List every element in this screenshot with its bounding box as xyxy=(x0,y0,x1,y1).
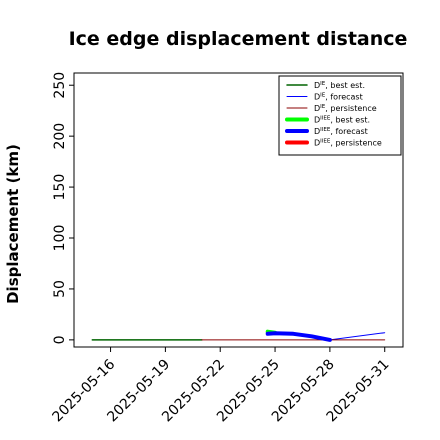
y-tick-label: 250 xyxy=(52,72,68,99)
series-line-1 xyxy=(329,332,386,341)
legend-label: DIIEE, best est. xyxy=(314,116,370,125)
series-line-4 xyxy=(265,331,332,342)
y-tick-label: 150 xyxy=(52,174,68,201)
y-axis-label: Displacement (km) xyxy=(4,144,22,304)
legend-label: DIIEE, persistence xyxy=(314,139,382,148)
y-tick-label: 200 xyxy=(52,123,68,150)
y-tick-label: 0 xyxy=(52,335,68,344)
chart-title: Ice edge displacement distance xyxy=(69,28,408,50)
legend-label: DIE, persistence xyxy=(314,104,377,113)
legend-label: DIE, best est. xyxy=(314,81,365,90)
y-tick-label: 50 xyxy=(52,280,68,298)
legend-label: DIE, forecast xyxy=(314,93,363,102)
y-tick-label: 100 xyxy=(52,225,68,252)
legend-label: DIIEE, forecast xyxy=(314,127,368,136)
